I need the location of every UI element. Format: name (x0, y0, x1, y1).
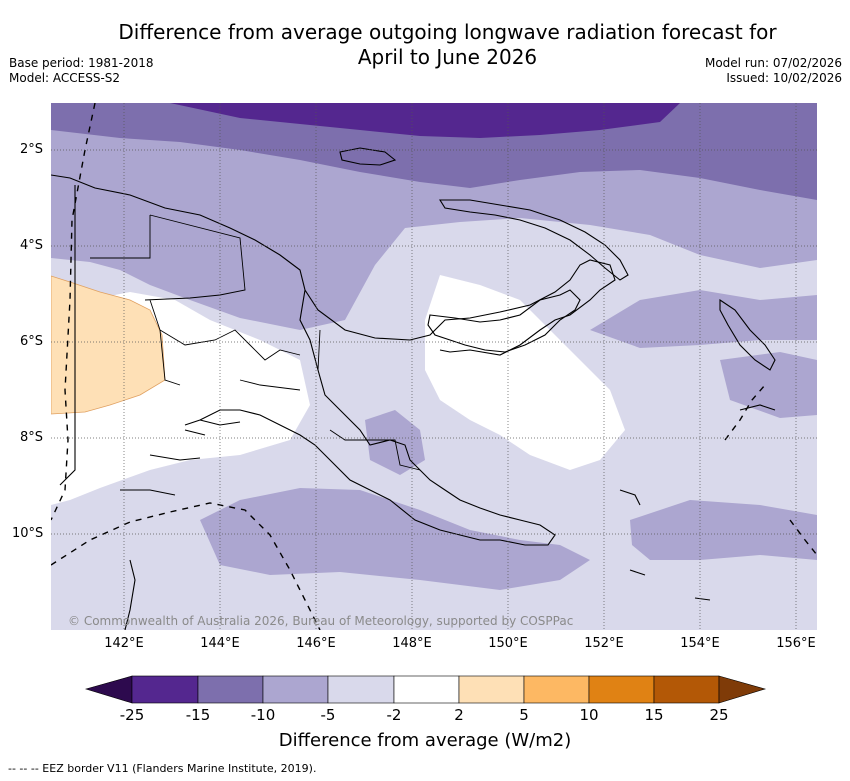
colorbar-bin-1 (131, 675, 199, 704)
lat-label: 6°S (20, 334, 44, 349)
colorbar-tick: 25 (709, 706, 729, 724)
colorbar-bin-8 (588, 675, 655, 704)
colorbar-title: Difference from average (W/m2) (278, 730, 572, 751)
colorbar-tick: 2 (454, 706, 464, 724)
manus-island (339, 147, 397, 166)
title-line-1: Difference from average outgoing longwav… (118, 20, 777, 44)
colorbar-bin-2 (197, 675, 264, 704)
colorbar-tick: -10 (250, 706, 276, 724)
meta-right: Model run: 07/02/2026 Issued: 10/02/2026 (705, 56, 842, 86)
colorbar-bin-9 (653, 675, 720, 704)
coastlines (51, 147, 776, 630)
lon-label: 154°E (680, 636, 720, 651)
lat-label: 10°S (12, 526, 44, 541)
lat-label: 2°S (20, 142, 44, 157)
anomaly-blob-east (590, 290, 817, 348)
colorbar-tick: -2 (386, 706, 402, 724)
new-britain-coast (427, 289, 581, 353)
anomaly-near-normal-center (425, 275, 625, 470)
new-guinea-coast (51, 174, 616, 546)
eastern-islands (619, 404, 776, 601)
colorbar-bin-7 (523, 675, 590, 704)
lon-label: 150°E (488, 636, 528, 651)
colorbar-bin-3 (262, 675, 329, 704)
australia-coast (124, 559, 136, 630)
colorbar-tick: 10 (579, 706, 599, 724)
eez-footnote: -- -- -- EEZ border V11 (Flanders Marine… (8, 762, 317, 775)
colorbar-bin-6 (458, 675, 525, 704)
anomaly-band-southeast (630, 500, 817, 560)
copyright-notice: © Commonwealth of Australia 2026, Bureau… (68, 614, 574, 628)
chart-title: Difference from average outgoing longwav… (0, 20, 850, 70)
eez-south (51, 502, 321, 630)
issued-date: Issued: 10/02/2026 (726, 71, 842, 85)
colorbar-tick: -25 (119, 706, 145, 724)
eez-west (51, 103, 96, 521)
gridlines (51, 103, 817, 630)
colorbar (84, 675, 767, 704)
colorbar-bin-4 (327, 675, 395, 704)
meta-left: Base period: 1981-2018 Model: ACCESS-S2 (9, 56, 154, 86)
new-ireland-coast (439, 199, 629, 281)
colorbar-tick: 5 (519, 706, 529, 724)
colorbar-extend-low (84, 675, 133, 704)
lon-label: 142°E (104, 636, 144, 651)
model-name: Model: ACCESS-S2 (9, 71, 121, 85)
colorbar-extend-high (718, 675, 767, 704)
model-run: Model run: 07/02/2026 (704, 56, 842, 70)
colorbar-bin-5 (393, 675, 460, 704)
anomaly-core (170, 103, 680, 138)
anomaly-band-north-strong (51, 103, 817, 200)
lon-label: 156°E (776, 636, 816, 651)
lon-label: 146°E (296, 636, 336, 651)
anomaly-blob-southeast (720, 352, 817, 418)
border-line (59, 185, 76, 486)
eez-borders (51, 103, 817, 630)
map-area (51, 103, 817, 630)
lat-label: 8°S (20, 430, 44, 445)
colorbar-tick: 15 (644, 706, 664, 724)
lon-label: 148°E (392, 636, 432, 651)
colorbar-tick: -15 (185, 706, 211, 724)
colorbar-tick: -5 (320, 706, 336, 724)
anomaly-band-south (200, 488, 590, 590)
lon-label: 144°E (200, 636, 240, 651)
lat-label: 4°S (20, 238, 44, 253)
bougainville-coast (719, 298, 776, 371)
anomaly-positive (51, 275, 166, 415)
title-line-2: April to June 2026 (357, 45, 538, 69)
lon-label: 152°E (584, 636, 624, 651)
province-borders (90, 214, 421, 471)
base-period: Base period: 1981-2018 (9, 56, 154, 70)
eez-east (724, 384, 766, 441)
eez-southeast (789, 519, 817, 556)
